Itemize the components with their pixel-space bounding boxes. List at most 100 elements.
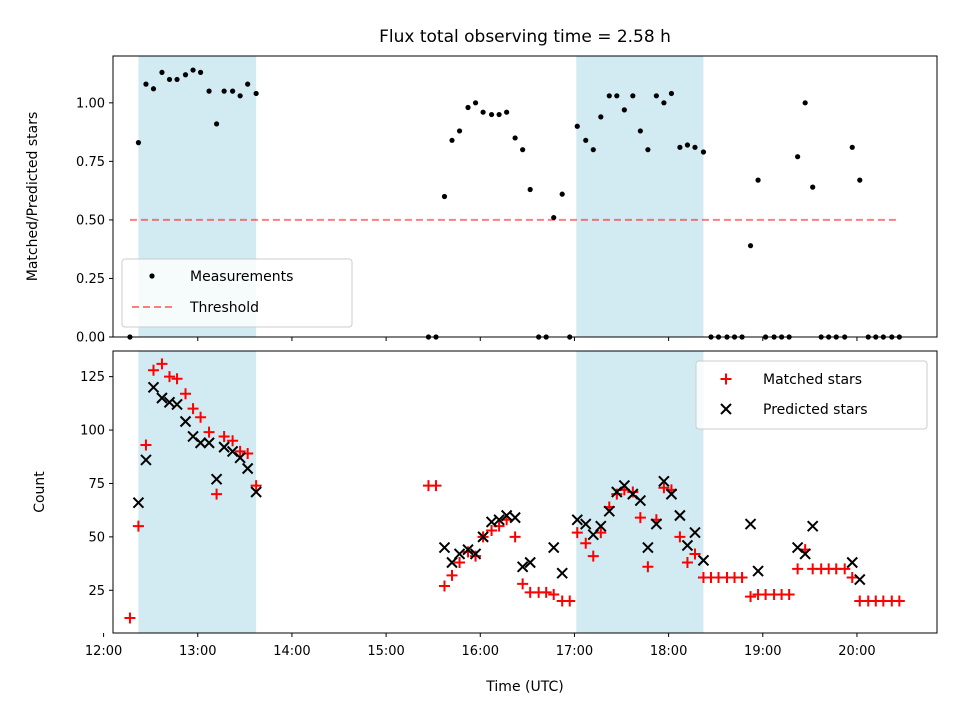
- predicted-star-point: [438, 541, 451, 554]
- measurement-point: [692, 144, 698, 150]
- bottom-y-tick-label: 125: [80, 370, 105, 385]
- x-tick-label: 20:00: [838, 644, 875, 659]
- predicted-star-point: [799, 548, 811, 560]
- matched-star-point: [846, 571, 858, 583]
- predicted-star-point: [634, 494, 647, 507]
- matched-star-point: [792, 563, 804, 575]
- measurement-point: [135, 140, 142, 146]
- predicted-star-point: [469, 548, 482, 560]
- measurement-point: [677, 144, 683, 150]
- matched-star-point: [195, 411, 207, 423]
- predicted-star-point: [556, 567, 568, 579]
- shaded-interval-0: [138, 351, 257, 633]
- predicted-star-point: [210, 473, 223, 485]
- x-tick-label: 17:00: [556, 644, 593, 659]
- legend-matched-marker: [720, 373, 732, 385]
- predicted-star-point: [140, 454, 152, 466]
- measurement-point: [700, 149, 707, 155]
- predicted-star-point: [493, 514, 505, 526]
- matched-star-point: [140, 439, 152, 451]
- measurement-point: [465, 104, 471, 111]
- bottom-y-tick-label: 100: [80, 424, 105, 439]
- predicted-star-point: [132, 496, 145, 509]
- measurement-point: [456, 128, 463, 134]
- predicted-star-point: [674, 509, 686, 522]
- predicted-star-point: [744, 518, 757, 530]
- predicted-star-point: [234, 452, 246, 464]
- matched-star-point: [171, 373, 183, 385]
- matched-star-point: [462, 546, 474, 558]
- measurement-point: [190, 67, 196, 73]
- top-y-tick-label: 0.00: [76, 331, 105, 346]
- predicted-star-point: [681, 539, 694, 552]
- measurement-point: [527, 186, 533, 193]
- measurement-point: [488, 111, 495, 118]
- predicted-star-point: [658, 475, 670, 488]
- top-axes: 0.00 0.25 0.50 0.75 1.00: [76, 55, 938, 346]
- measurement-point: [143, 81, 149, 87]
- predicted-star-point: [603, 505, 615, 517]
- matched-star-point: [745, 591, 757, 603]
- matched-star-point: [227, 435, 239, 447]
- predicted-star-point: [595, 520, 607, 532]
- measurement-point: [590, 147, 596, 153]
- predicted-star-point: [548, 541, 560, 554]
- predicted-star-point: [580, 518, 592, 530]
- x-tick-label: 19:00: [744, 644, 781, 659]
- measurement-point: [182, 72, 189, 78]
- predicted-star-point: [650, 518, 663, 530]
- measurement-point: [221, 88, 227, 94]
- measurement-point: [229, 88, 236, 94]
- measurement-point: [614, 93, 620, 99]
- measurement-point: [849, 144, 855, 150]
- chart-title: Flux total observing time = 2.58 h: [379, 27, 671, 47]
- matched-star-point: [580, 537, 592, 549]
- measurement-point: [559, 191, 565, 197]
- measurement-point: [637, 128, 643, 134]
- matched-star-point: [517, 578, 529, 590]
- measurement-point: [653, 93, 659, 99]
- bottom-legend: Matched stars Predicted stars: [695, 360, 928, 430]
- measurement-point: [441, 193, 448, 200]
- x-tick-label: 13:00: [179, 644, 216, 659]
- measurement-point: [583, 137, 589, 143]
- measurement-point: [449, 137, 455, 143]
- measurement-point: [795, 154, 801, 160]
- matched-star-point: [250, 480, 262, 492]
- matched-star-point: [783, 589, 795, 601]
- x-axis-label: Time (UTC): [485, 679, 563, 695]
- matched-star-point: [587, 550, 599, 562]
- predicted-star-point: [846, 556, 858, 569]
- measurement-point: [668, 90, 675, 97]
- predicted-star-point: [618, 479, 631, 492]
- top-legend-box: [121, 258, 353, 328]
- legend-measurements-marker: [149, 273, 155, 279]
- matched-star-point: [430, 480, 442, 492]
- x-tick-label: 14:00: [273, 644, 310, 659]
- predicted-star-point: [524, 556, 536, 569]
- shaded-interval-1: [576, 351, 704, 633]
- measurement-point: [684, 142, 691, 148]
- measurement-point: [621, 107, 627, 113]
- matched-star-point: [595, 527, 607, 539]
- legend-threshold-label: Threshold: [189, 300, 259, 316]
- predicted-star-point: [462, 543, 474, 556]
- measurement-point: [496, 111, 502, 118]
- predicted-star-point: [806, 520, 819, 532]
- measurement-point: [520, 147, 526, 153]
- matched-star-point: [689, 548, 701, 560]
- measurement-point: [661, 100, 667, 106]
- predicted-star-point: [752, 565, 764, 577]
- matched-star-point: [470, 550, 482, 562]
- measurement-point: [159, 69, 165, 75]
- top-panel: 0.00 0.25 0.50 0.75 1.00 Measurements Thresh…: [25, 55, 938, 346]
- x-tick-label: 12:00: [85, 644, 122, 659]
- matched-star-point: [438, 580, 450, 592]
- measurement-point: [857, 177, 863, 183]
- predicted-star-point: [697, 554, 710, 567]
- predicted-star-point: [516, 561, 529, 573]
- matched-star-point: [164, 371, 176, 383]
- measurement-point: [206, 88, 212, 94]
- legend-predicted-label: Predicted stars: [763, 402, 868, 418]
- measurement-point: [551, 214, 557, 221]
